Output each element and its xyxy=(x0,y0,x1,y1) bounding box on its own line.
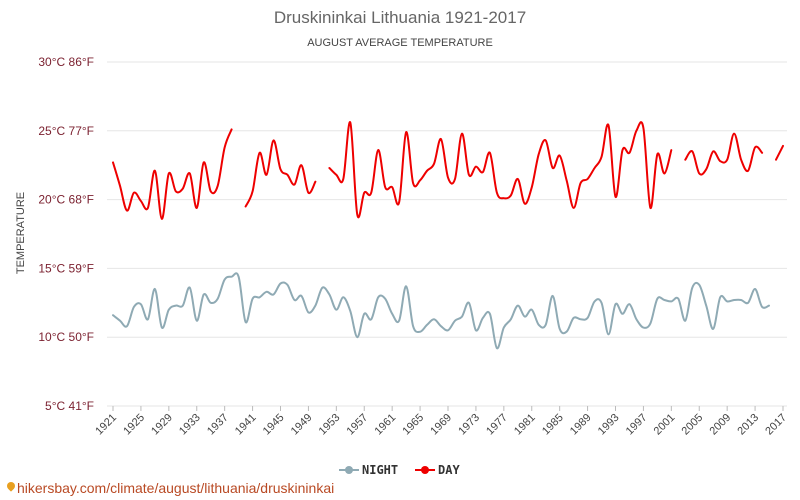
legend-day-label: DAY xyxy=(438,463,460,477)
series-lines xyxy=(112,121,784,350)
x-tick-label: 1921 xyxy=(93,412,119,438)
watermark-text: hikersbay.com/climate/august/lithuania/d… xyxy=(17,480,335,496)
x-tick-label: 1945 xyxy=(261,412,287,438)
source-watermark[interactable]: hikersbay.com/climate/august/lithuania/d… xyxy=(6,480,334,496)
x-tick-label: 1933 xyxy=(177,412,203,438)
x-tick-label: 1953 xyxy=(317,412,343,438)
x-tick-label: 1941 xyxy=(233,412,259,438)
series-line-day xyxy=(112,128,233,220)
x-tick-label: 1969 xyxy=(428,412,454,438)
x-tick-label: 2017 xyxy=(763,412,789,438)
legend-day-marker xyxy=(421,466,429,474)
chart-subtitle: AUGUST AVERAGE TEMPERATURE xyxy=(307,37,493,49)
x-tick-label: 1961 xyxy=(372,412,398,438)
x-tick-label: 1977 xyxy=(484,412,510,438)
x-tick-label: 2001 xyxy=(652,412,678,438)
x-tick-label: 1989 xyxy=(568,412,594,438)
y-tick-label: 10°C 50°F xyxy=(38,330,94,344)
series-line-day xyxy=(684,132,764,176)
y-axis-ticks: 30°C 86°F 25°C 77°F 20°C 68°F 15°C 59°F 10°C… xyxy=(38,55,94,413)
legend-item-day[interactable]: DAY xyxy=(415,463,460,477)
x-tick-label: 1965 xyxy=(400,412,426,438)
legend-night-marker xyxy=(345,466,353,474)
series-line-day xyxy=(328,121,673,219)
x-tick-label: 1993 xyxy=(596,412,622,438)
y-tick-label: 15°C 59°F xyxy=(38,261,94,275)
series-line-night xyxy=(112,272,770,350)
x-tick-label: 1981 xyxy=(512,412,538,438)
x-tick-label: 1973 xyxy=(456,412,482,438)
y-tick-label: 20°C 68°F xyxy=(38,193,94,207)
y-tick-label: 5°C 41°F xyxy=(45,399,94,413)
chart-title: Druskininkai Lithuania 1921-2017 xyxy=(274,8,526,27)
x-tick-label: 1925 xyxy=(121,412,147,438)
x-tick-label: 2013 xyxy=(735,412,761,438)
series-line-day xyxy=(244,139,317,208)
y-axis-label: TEMPERATURE xyxy=(15,192,27,274)
x-tick-label: 1985 xyxy=(540,412,566,438)
y-tick-label: 30°C 86°F xyxy=(38,55,94,69)
x-tick-label: 1997 xyxy=(624,412,650,438)
x-axis-ticks: 1921 1925 1929 1933 1937 1941 1945 1949 1953 1957… xyxy=(93,406,789,437)
series-line-day xyxy=(775,144,784,161)
grid-lines xyxy=(107,61,787,407)
x-tick-label: 1937 xyxy=(205,412,231,438)
x-tick-label: 2009 xyxy=(707,412,733,438)
legend-item-night[interactable]: NIGHT xyxy=(339,463,398,477)
y-tick-label: 25°C 77°F xyxy=(38,124,94,138)
x-tick-label: 1957 xyxy=(345,412,371,438)
x-tick-label: 1949 xyxy=(289,412,315,438)
map-pin-icon xyxy=(6,482,16,494)
x-tick-label: 2005 xyxy=(680,412,706,438)
legend-night-label: NIGHT xyxy=(362,463,398,477)
x-tick-label: 1929 xyxy=(149,412,175,438)
legend[interactable]: NIGHT DAY xyxy=(339,463,460,477)
